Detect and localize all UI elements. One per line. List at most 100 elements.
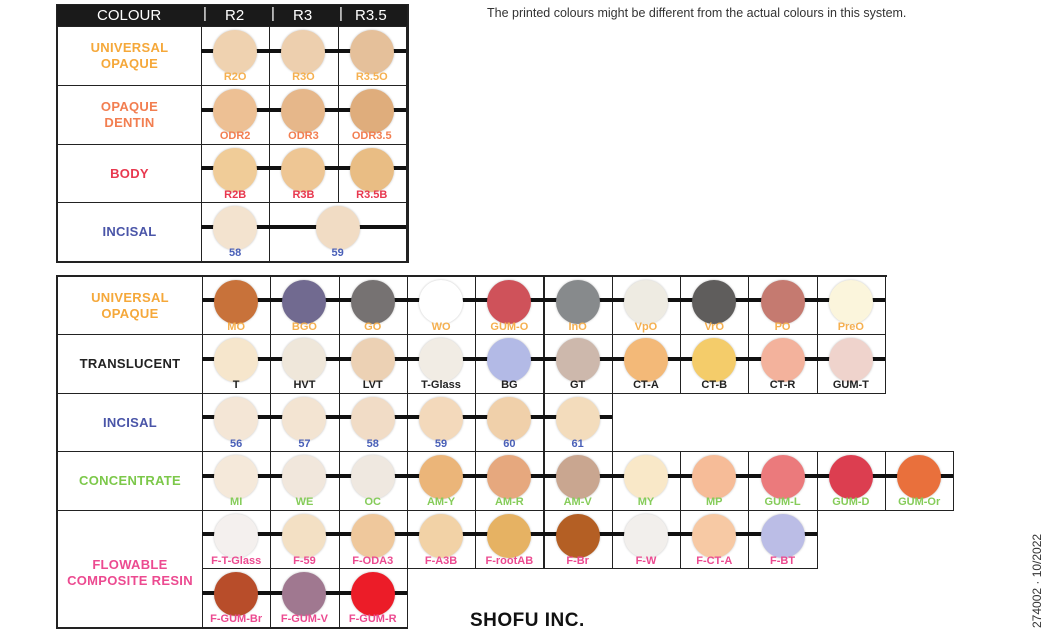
shade-swatch [487, 280, 532, 324]
shade-swatch [214, 572, 259, 616]
shade-code: GUM-O [490, 321, 529, 333]
shade-code: PO [774, 321, 791, 333]
shade-swatch [419, 338, 464, 382]
shade-swatch [281, 148, 326, 192]
shade-swatch [760, 455, 805, 499]
header-separator: | [203, 5, 207, 22]
document-code: 274002 · 10/2022 [1030, 533, 1044, 628]
shade-code: ODR3 [288, 130, 319, 142]
shade-code: CT-B [701, 379, 728, 391]
shade-code: 61 [571, 438, 584, 450]
row-label: OPAQUE DENTIN [57, 85, 202, 145]
shade-code: GO [364, 321, 382, 333]
row-line [202, 415, 612, 419]
shade-code: VrO [704, 321, 725, 333]
shade-code: 57 [298, 438, 311, 450]
shade-code: 58 [229, 247, 242, 259]
shade-swatch [760, 514, 805, 558]
row-line [202, 356, 885, 361]
shade-swatch [350, 514, 395, 558]
shade-swatch [692, 338, 737, 382]
shade-code: GUM-Or [898, 496, 941, 508]
shade-code: GUM-T [832, 379, 869, 391]
shade-code: F-ODA3 [352, 555, 394, 567]
shade-code: WE [295, 496, 314, 508]
shade-code: AM-Y [426, 496, 456, 508]
shade-code: F-BT [770, 555, 796, 567]
shade-code: PreO [837, 321, 864, 333]
shade-swatch [350, 572, 395, 616]
shade-swatch [350, 280, 395, 324]
shade-code: F-rootAB [485, 555, 534, 567]
shade-code: BG [501, 379, 518, 391]
shade-swatch [350, 397, 395, 441]
header-separator: | [339, 5, 343, 22]
shade-swatch [350, 338, 395, 382]
shade-code: F-59 [293, 555, 316, 567]
shade-code: R2B [224, 189, 247, 201]
shade-code: OC [364, 496, 381, 508]
shade-swatch [213, 89, 258, 133]
shade-swatch [419, 455, 464, 499]
shade-code: MO [227, 321, 246, 333]
shade-swatch [828, 338, 873, 382]
shade-code: BGO [291, 321, 317, 333]
shade-swatch [282, 514, 327, 558]
shade-code: 59 [434, 438, 448, 450]
row-label: CONCENTRATE [57, 451, 203, 511]
shade-code: F-W [635, 555, 657, 567]
row-line [202, 298, 885, 302]
shade-swatch [282, 455, 327, 499]
shade-cell [611, 510, 682, 569]
shade-swatch [555, 455, 600, 499]
row-label: BODY [57, 144, 202, 203]
shade-swatch [282, 338, 327, 382]
top-table-header: COLOUR | R2 | R3 | R3.5 [57, 5, 407, 26]
shade-swatch [214, 338, 259, 382]
shade-swatch [213, 148, 258, 192]
shade-code: 56 [230, 438, 243, 450]
shade-swatch [487, 514, 532, 558]
shade-code: InO [568, 321, 587, 333]
shade-swatch [692, 280, 737, 324]
shade-swatch [282, 397, 327, 441]
shade-code: VpO [634, 321, 658, 333]
shade-swatch [487, 338, 532, 382]
shade-swatch [419, 514, 464, 558]
company-logo: SHOFU INC. [470, 610, 585, 631]
shade-swatch [623, 455, 668, 499]
shade-code: F-A3B [424, 555, 458, 567]
row-label: FLOWABLE COMPOSITE RESIN [57, 510, 203, 628]
shade-swatch [760, 280, 805, 324]
shade-code: MI [230, 496, 243, 508]
shade-code: F-T-Glass [211, 555, 262, 567]
shade-swatch [349, 148, 394, 192]
shade-code: R3B [292, 189, 315, 201]
shade-swatch [623, 514, 668, 558]
shade-swatch [213, 206, 258, 250]
shade-code: R3O [292, 71, 315, 83]
shade-swatch [555, 397, 600, 441]
shade-swatch [282, 280, 327, 324]
shade-code: 60 [503, 438, 516, 450]
shade-swatch [897, 455, 942, 499]
shade-code: ODR2 [219, 130, 251, 142]
shade-code: ODR3.5 [351, 130, 392, 142]
shade-code: T-Glass [421, 379, 461, 391]
shade-code: GUM-L [764, 496, 801, 508]
shade-code: MY [637, 496, 655, 508]
row-label: TRANSLUCENT [57, 334, 203, 394]
shade-swatch [350, 455, 395, 499]
header-r3: R3 [293, 7, 313, 24]
header-r35: R3.5 [355, 7, 387, 24]
shade-swatch [828, 455, 873, 499]
row-line [201, 224, 406, 229]
shade-swatch [828, 280, 873, 324]
shade-swatch [555, 280, 600, 324]
shade-swatch [214, 455, 259, 499]
shade-swatch [214, 514, 259, 558]
row-label: UNIVERSAL OPAQUE [57, 26, 202, 86]
shade-swatch [623, 280, 668, 324]
table-border [56, 275, 58, 629]
row-label: INCISAL [57, 202, 202, 262]
